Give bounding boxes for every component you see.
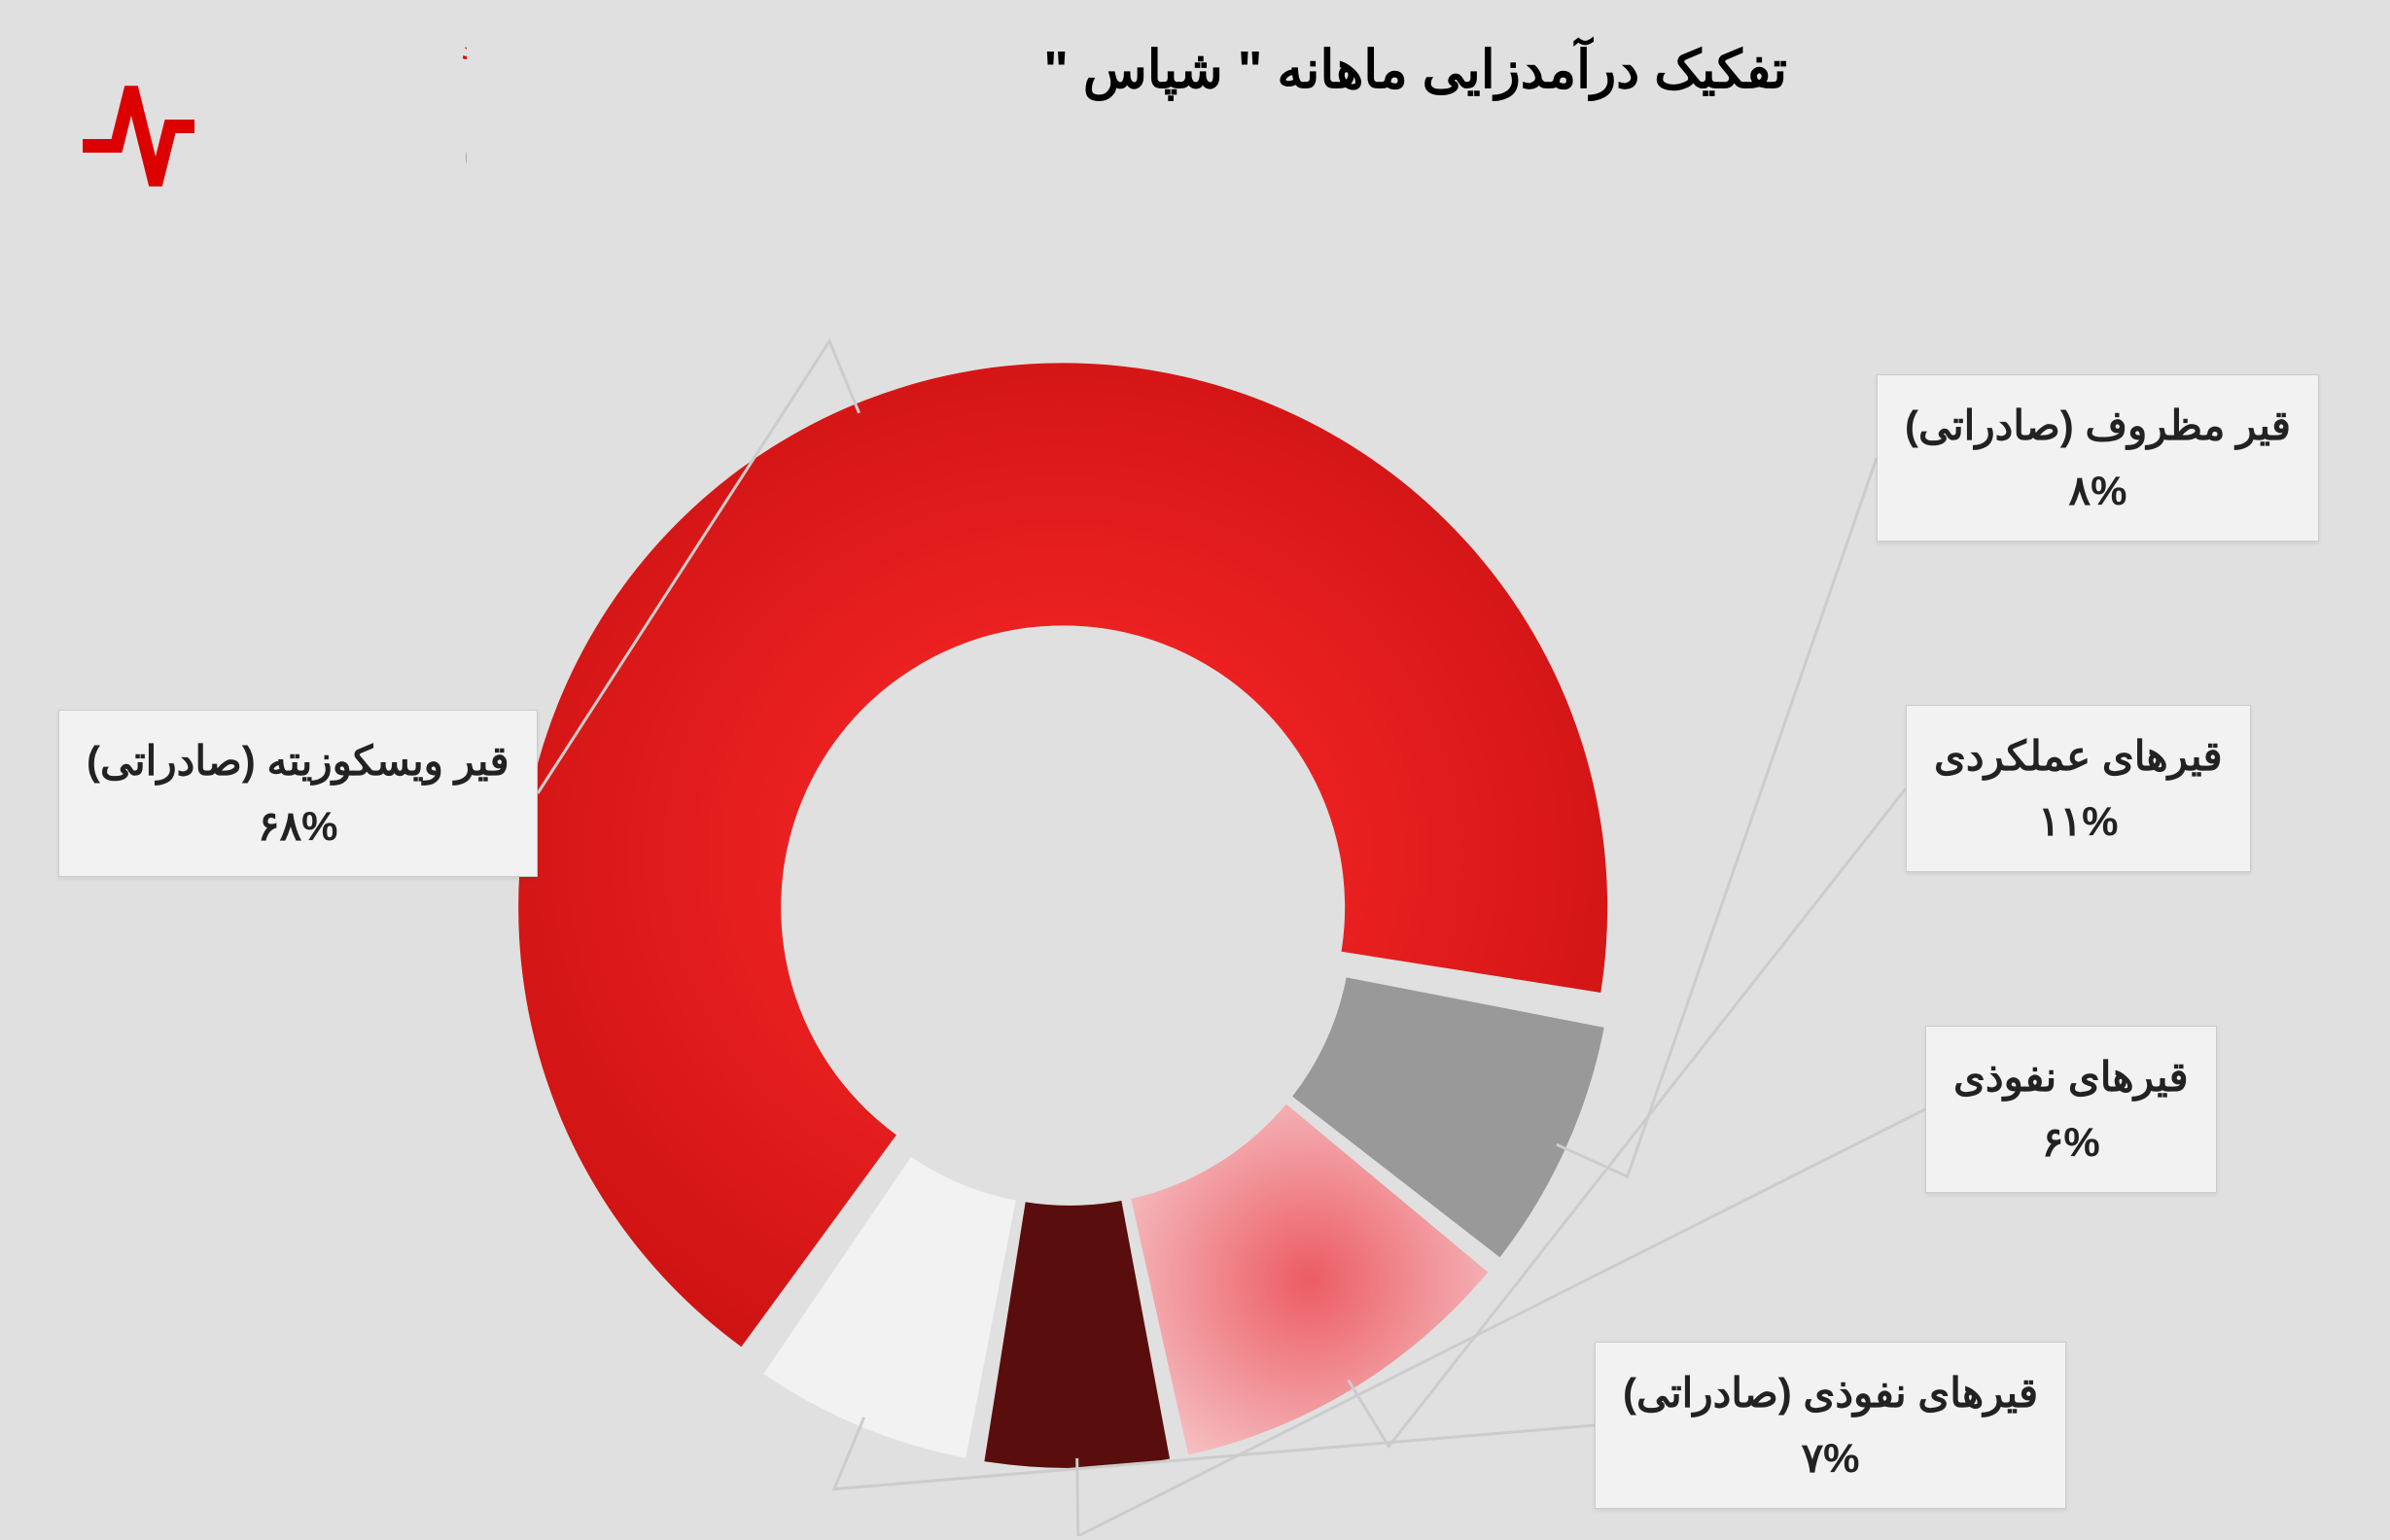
- chart-title: تفکیک درآمدزایی ماهانه " شپاس ": [1043, 39, 1787, 100]
- label-name: قیرهای عملکردی: [1934, 723, 2223, 788]
- label-name: قیر ویسکوزیته (صادراتی): [87, 728, 510, 793]
- donut-chart: قیر مظروف (صادراتی)۸%قیرهای عملکردی۱۱%قی…: [0, 156, 2390, 1536]
- label-0: قیر مظروف (صادراتی)۸%: [1877, 374, 2319, 542]
- label-name: قیرهای نفوذی (صادراتی): [1623, 1360, 2038, 1425]
- logo-tagline: چگونه می‌زند: [462, 35, 467, 65]
- label-3: قیرهای نفوذی (صادراتی)۷%: [1595, 1342, 2066, 1509]
- label-value: ۶۸%: [87, 793, 510, 858]
- chart-container: تفکیک درآمدزایی ماهانه " شپاس " چگونه می…: [0, 0, 2390, 1540]
- leader-0: [1557, 458, 1877, 1176]
- label-value: ۸%: [1905, 458, 2291, 523]
- label-4: قیر ویسکوزیته (صادراتی)۶۸%: [58, 710, 538, 877]
- label-2: قیرهای نفوذی۶%: [1925, 1026, 2217, 1193]
- label-value: ۶%: [1953, 1109, 2189, 1174]
- label-1: قیرهای عملکردی۱۱%: [1906, 705, 2251, 872]
- label-name: قیر مظروف (صادراتی): [1905, 393, 2291, 458]
- label-value: ۷%: [1623, 1425, 2038, 1490]
- label-name: قیرهای نفوذی: [1953, 1044, 2189, 1109]
- label-value: ۱۱%: [1934, 788, 2223, 854]
- donut-slices: [518, 363, 1607, 1468]
